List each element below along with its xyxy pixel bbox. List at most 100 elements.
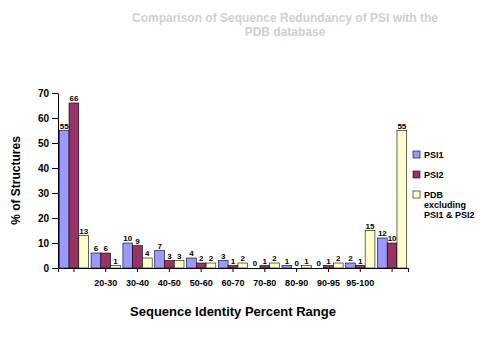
bar xyxy=(346,263,356,268)
y-tick-label: 0 xyxy=(43,263,49,274)
data-label: 0 xyxy=(294,259,299,268)
data-label: 4 xyxy=(145,249,150,258)
x-tick: 20-30 xyxy=(94,268,117,288)
bars xyxy=(59,103,406,268)
x-tick-mark xyxy=(233,268,234,272)
x-tick xyxy=(73,268,74,272)
data-label: 2 xyxy=(272,254,277,263)
x-axis-title: Sequence Identity Percent Range xyxy=(130,304,336,319)
x-axis: 20-30 30-40 40-50 50-60 60-70 70-80 80-90 90-95… xyxy=(59,268,409,288)
bar xyxy=(164,261,174,269)
y-tick-mark xyxy=(52,93,58,94)
bar xyxy=(101,253,111,268)
x-tick: 50-60 xyxy=(190,268,213,288)
data-labels: 5561074301021266693211011101314322212155… xyxy=(60,94,407,268)
y-tick: 60 xyxy=(38,113,58,124)
data-label: 2 xyxy=(336,254,341,263)
x-tick-label: 80-90 xyxy=(285,278,308,288)
bar xyxy=(91,253,101,268)
y-tick: 40 xyxy=(38,163,58,174)
data-label: 66 xyxy=(69,94,78,103)
data-label: 13 xyxy=(79,227,88,236)
bar xyxy=(196,263,206,268)
y-tick: 70 xyxy=(38,88,58,99)
bar xyxy=(187,258,197,268)
x-tick-mark xyxy=(169,268,170,272)
y-tick-label: 60 xyxy=(38,113,50,124)
x-tick-mark xyxy=(328,268,329,272)
y-axis: 010203040506070 xyxy=(38,88,59,274)
bar xyxy=(387,243,397,268)
bar xyxy=(133,246,143,269)
data-label: 3 xyxy=(167,252,172,261)
data-label: 1 xyxy=(263,257,268,266)
chart: Comparison of Sequence Redundancy of PSI… xyxy=(0,0,480,359)
bar xyxy=(174,261,184,269)
bar xyxy=(377,238,387,268)
data-label: 2 xyxy=(199,254,204,263)
bar xyxy=(260,266,270,269)
x-tick-mark xyxy=(360,268,361,272)
bar xyxy=(123,243,133,268)
bar xyxy=(218,261,228,269)
x-tick: 95-100 xyxy=(346,268,374,288)
data-label: 7 xyxy=(157,242,162,251)
x-tick-label: 30-40 xyxy=(126,278,149,288)
bar xyxy=(206,263,216,268)
data-label: 6 xyxy=(94,244,99,253)
y-tick-mark xyxy=(52,243,58,244)
data-label: 1 xyxy=(285,257,290,266)
data-label: 4 xyxy=(189,249,194,258)
x-tick-mark xyxy=(137,268,138,272)
data-label: 1 xyxy=(113,257,118,266)
y-axis-line xyxy=(58,94,59,269)
legend-swatch xyxy=(413,151,420,158)
x-tick-mark xyxy=(392,268,393,272)
x-tick-label: 70-80 xyxy=(253,278,276,288)
x-tick-label: 90-95 xyxy=(317,278,340,288)
legend-swatch xyxy=(413,191,420,198)
x-tick xyxy=(392,268,393,272)
x-tick-mark xyxy=(105,268,106,272)
x-tick-mark xyxy=(201,268,202,272)
y-tick-mark xyxy=(52,218,58,219)
data-label: 55 xyxy=(60,122,69,131)
x-tick: 80-90 xyxy=(285,268,308,288)
bar xyxy=(365,231,375,269)
y-tick-label: 40 xyxy=(38,163,50,174)
bar xyxy=(238,263,248,268)
bar xyxy=(355,266,365,269)
x-tick-label: 95-100 xyxy=(346,278,374,288)
y-tick-mark xyxy=(52,168,58,169)
data-label: 10 xyxy=(388,234,397,243)
legend: PSI1PSI2PDBexcludingPSI1 & PSI2 xyxy=(413,150,475,220)
y-tick: 20 xyxy=(38,213,58,224)
x-tick-label: 40-50 xyxy=(158,278,181,288)
bar xyxy=(155,251,165,269)
data-label: 2 xyxy=(241,254,246,263)
y-tick-mark xyxy=(52,118,58,119)
data-label: 0 xyxy=(316,259,321,268)
y-tick-label: 10 xyxy=(38,238,50,249)
data-label: 2 xyxy=(348,254,353,263)
bar xyxy=(111,266,121,269)
bar xyxy=(282,266,292,269)
x-tick: 60-70 xyxy=(221,268,244,288)
data-label: 1 xyxy=(358,257,363,266)
x-tick-mark xyxy=(73,268,74,272)
data-label: 1 xyxy=(326,257,331,266)
legend-label: PDBexcludingPSI1 & PSI2 xyxy=(424,190,475,220)
legend-label: PSI2 xyxy=(424,170,444,180)
bar xyxy=(228,266,238,269)
bar xyxy=(59,131,69,269)
bar xyxy=(302,266,312,269)
data-label: 2 xyxy=(209,254,214,263)
data-label: 3 xyxy=(221,252,226,261)
y-tick-label: 20 xyxy=(38,213,50,224)
y-tick-label: 70 xyxy=(38,88,50,99)
data-label: 9 xyxy=(135,237,140,246)
y-axis-title: % of Structures xyxy=(9,136,23,225)
y-tick-mark xyxy=(52,143,58,144)
x-tick-label: 60-70 xyxy=(221,278,244,288)
data-label: 55 xyxy=(397,122,406,131)
